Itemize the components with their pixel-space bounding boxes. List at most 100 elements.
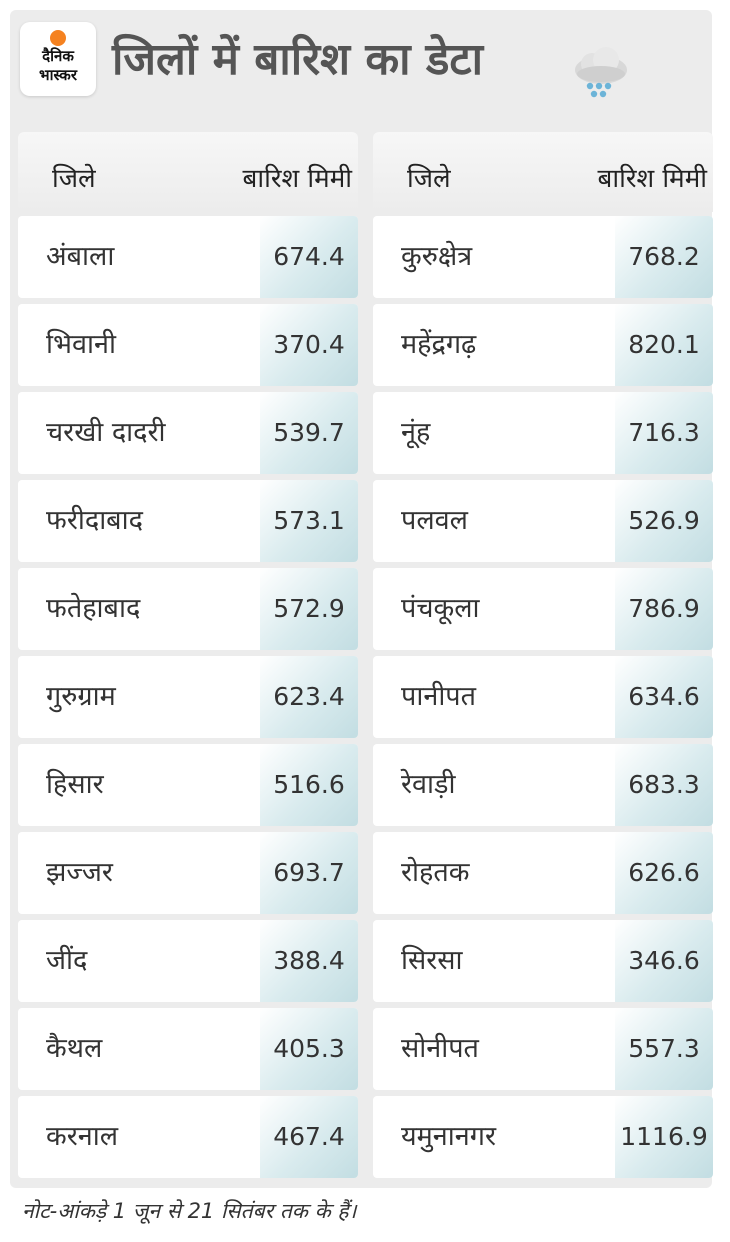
value-cell xyxy=(615,656,713,738)
table-row: कुरुक्षेत्र 768.2 xyxy=(373,216,713,298)
district-name: पंचकूला xyxy=(401,593,480,624)
header-rain-mm: बारिश मिमी xyxy=(597,164,707,194)
district-name: सोनीपत xyxy=(401,1033,479,1064)
header-district: जिले xyxy=(407,164,451,194)
district-name: गुरुग्राम xyxy=(46,681,116,712)
rain-value: 693.7 xyxy=(273,858,345,887)
value-cell xyxy=(615,832,713,914)
rain-value: 623.4 xyxy=(273,682,345,711)
district-name: भिवानी xyxy=(46,329,116,360)
value-cell xyxy=(615,1008,713,1090)
district-name: चरखी दादरी xyxy=(46,417,166,448)
table-header: जिले बारिश मिमी xyxy=(18,132,358,212)
value-cell xyxy=(260,392,358,474)
rain-value: 405.3 xyxy=(273,1034,345,1063)
value-cell xyxy=(260,656,358,738)
page-title: जिलों में बारिश का डेटा xyxy=(112,34,483,85)
table-header: जिले बारिश मिमी xyxy=(373,132,713,212)
rain-value: 716.3 xyxy=(628,418,700,447)
header-rain-mm: बारिश मिमी xyxy=(242,164,352,194)
rain-value: 786.9 xyxy=(628,594,700,623)
rain-table-right: जिले बारिश मिमी कुरुक्षेत्र 768.2 महेंद्र… xyxy=(373,132,713,1178)
rain-value: 539.7 xyxy=(273,418,345,447)
value-cell xyxy=(260,568,358,650)
table-row: भिवानी 370.4 xyxy=(18,304,358,386)
rain-value: 346.6 xyxy=(628,946,700,975)
district-name: पलवल xyxy=(401,505,468,536)
table-row: फरीदाबाद 573.1 xyxy=(18,480,358,562)
table-row: गुरुग्राम 623.4 xyxy=(18,656,358,738)
value-cell xyxy=(615,304,713,386)
table-row: कैथल 405.3 xyxy=(18,1008,358,1090)
value-cell xyxy=(260,832,358,914)
table-row: रोहतक 626.6 xyxy=(373,832,713,914)
rain-value: 557.3 xyxy=(628,1034,700,1063)
district-name: नूंह xyxy=(401,417,431,448)
value-cell xyxy=(260,920,358,1002)
district-name: कुरुक्षेत्र xyxy=(401,241,473,272)
rain-value: 516.6 xyxy=(273,770,345,799)
table-row: पलवल 526.9 xyxy=(373,480,713,562)
value-cell xyxy=(615,392,713,474)
rain-value: 467.4 xyxy=(273,1122,345,1151)
district-name: रोहतक xyxy=(401,857,470,888)
table-row: पानीपत 634.6 xyxy=(373,656,713,738)
rain-value: 820.1 xyxy=(628,330,700,359)
value-cell xyxy=(260,1096,358,1178)
rain-value: 388.4 xyxy=(273,946,345,975)
value-cell xyxy=(615,920,713,1002)
district-name: महेंद्रगढ़ xyxy=(401,329,477,360)
value-cell xyxy=(260,216,358,298)
table-row: झज्जर 693.7 xyxy=(18,832,358,914)
rain-value: 370.4 xyxy=(273,330,345,359)
table-row: सोनीपत 557.3 xyxy=(373,1008,713,1090)
district-name: हिसार xyxy=(46,769,104,800)
value-cell xyxy=(260,480,358,562)
value-cell xyxy=(615,480,713,562)
table-row: महेंद्रगढ़ 820.1 xyxy=(373,304,713,386)
table-row: हिसार 516.6 xyxy=(18,744,358,826)
rain-value: 572.9 xyxy=(273,594,345,623)
rain-table-left: जिले बारिश मिमी अंबाला 674.4 भिवानी 370.4 … xyxy=(18,132,358,1178)
table-row: पंचकूला 786.9 xyxy=(373,568,713,650)
table-row: नूंह 716.3 xyxy=(373,392,713,474)
value-cell xyxy=(260,1008,358,1090)
table-row: फतेहाबाद 572.9 xyxy=(18,568,358,650)
rain-value: 1116.9 xyxy=(620,1122,708,1151)
district-name: जींद xyxy=(46,945,88,976)
value-cell xyxy=(615,1096,713,1178)
table-row: जींद 388.4 xyxy=(18,920,358,1002)
table-row: अंबाला 674.4 xyxy=(18,216,358,298)
value-cell xyxy=(260,744,358,826)
district-name: अंबाला xyxy=(46,241,115,272)
district-name: फतेहाबाद xyxy=(46,593,141,624)
footnote: नोट-आंकड़े 1 जून से 21 सितंबर तक के हैं। xyxy=(22,1199,357,1223)
table-row: यमुनानगर 1116.9 xyxy=(373,1096,713,1178)
district-name: कैथल xyxy=(46,1033,103,1064)
header-district: जिले xyxy=(52,164,96,194)
rain-value: 626.6 xyxy=(628,858,700,887)
table-row: करनाल 467.4 xyxy=(18,1096,358,1178)
rain-value: 526.9 xyxy=(628,506,700,535)
district-name: झज्जर xyxy=(46,857,113,888)
value-cell xyxy=(615,744,713,826)
table-row: चरखी दादरी 539.7 xyxy=(18,392,358,474)
rain-value: 573.1 xyxy=(273,506,345,535)
logo-text-line1: दैनिक xyxy=(42,47,74,65)
table-row: सिरसा 346.6 xyxy=(373,920,713,1002)
district-name: रेवाड़ी xyxy=(401,769,456,800)
district-name: करनाल xyxy=(46,1121,119,1152)
district-name: सिरसा xyxy=(401,945,463,976)
dainik-bhaskar-logo: दैनिक भास्कर xyxy=(20,22,96,96)
district-name: पानीपत xyxy=(401,681,477,712)
rain-value: 634.6 xyxy=(628,682,700,711)
value-cell xyxy=(615,216,713,298)
value-cell xyxy=(615,568,713,650)
district-name: यमुनानगर xyxy=(401,1121,497,1152)
rain-value: 674.4 xyxy=(273,242,345,271)
district-name: फरीदाबाद xyxy=(46,505,143,536)
logo-text-line2: भास्कर xyxy=(39,66,77,84)
table-row: रेवाड़ी 683.3 xyxy=(373,744,713,826)
sun-dot-icon xyxy=(50,30,66,46)
value-cell xyxy=(260,304,358,386)
